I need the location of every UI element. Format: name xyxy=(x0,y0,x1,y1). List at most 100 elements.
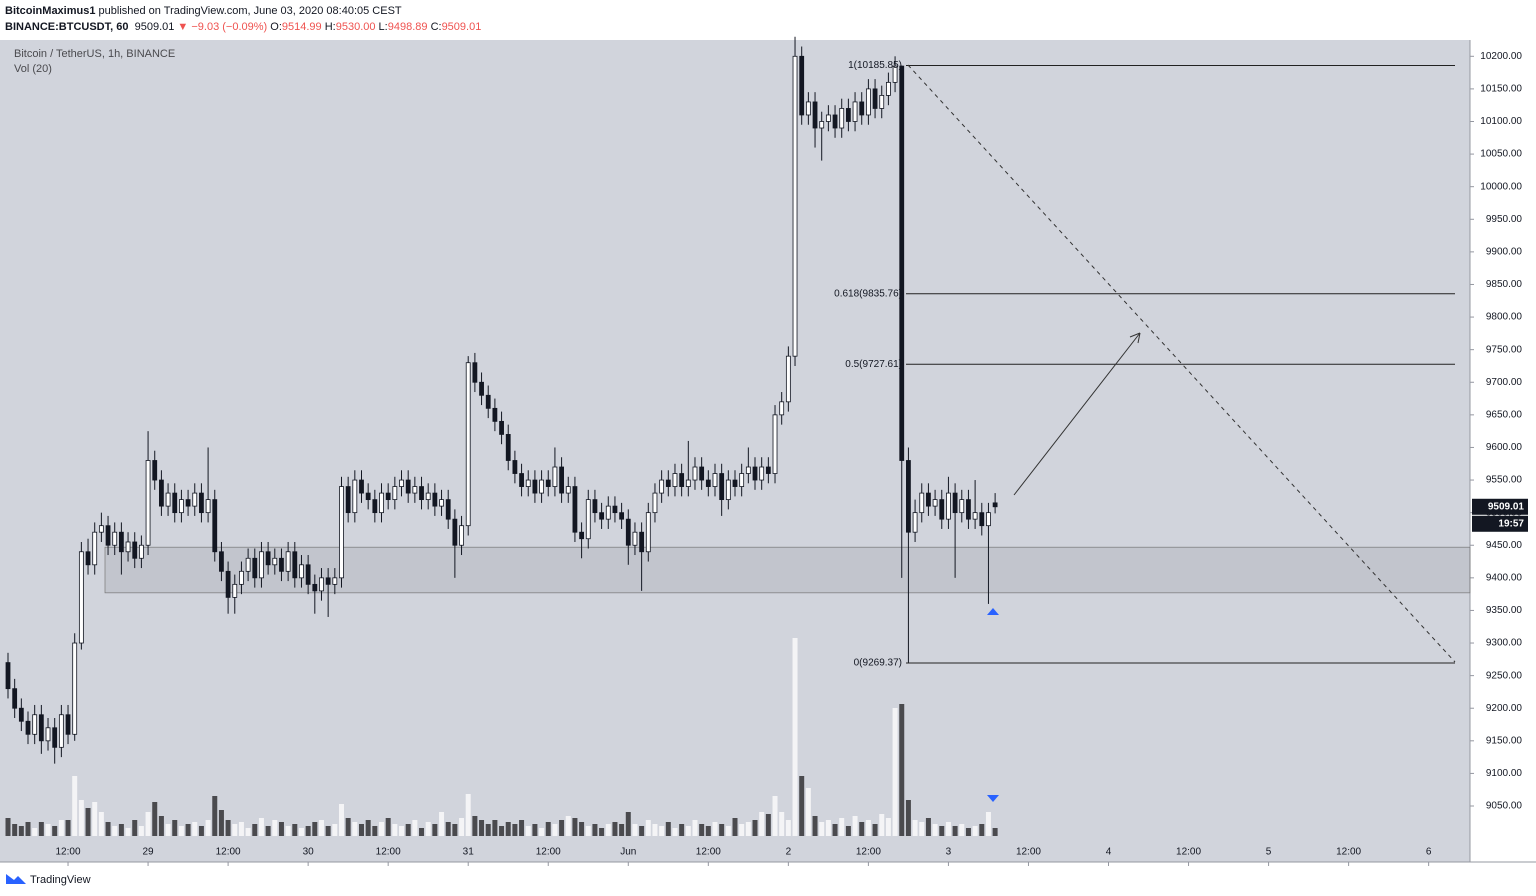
candle-body xyxy=(332,577,338,585)
candle-body xyxy=(285,551,291,572)
fib-label: 0(9269.37) xyxy=(854,658,902,669)
y-tick-label: 9250.00 xyxy=(1486,670,1523,681)
candle-body xyxy=(685,479,691,487)
candle-body xyxy=(519,473,524,487)
ohlc-label: C: xyxy=(430,21,442,33)
volume-bar xyxy=(645,820,651,836)
volume-bar xyxy=(799,776,805,836)
y-tick-label: 9800.00 xyxy=(1486,312,1523,323)
x-tick-label: 31 xyxy=(463,847,475,858)
volume-bar xyxy=(639,826,645,836)
countdown-badge xyxy=(1472,515,1528,532)
volume-bar xyxy=(779,812,785,836)
candle-body xyxy=(52,727,58,748)
volume-bar xyxy=(512,824,518,836)
candle-body xyxy=(732,479,738,487)
volume-bar xyxy=(165,824,171,836)
candle-body xyxy=(579,531,584,540)
volume-bar xyxy=(85,808,91,836)
volume-bar xyxy=(679,824,685,836)
candle-body xyxy=(145,460,151,546)
volume-bar xyxy=(979,824,985,836)
candle-body xyxy=(199,492,204,514)
volume-bar xyxy=(559,820,565,836)
candle-body xyxy=(319,577,324,592)
volume-bar xyxy=(879,814,885,836)
volume-bar xyxy=(839,818,845,836)
candle-body xyxy=(565,486,571,494)
volume-bar xyxy=(985,812,991,836)
volume-bar xyxy=(892,708,898,836)
x-tick-label: 12:00 xyxy=(856,847,881,858)
candle-body xyxy=(12,688,18,709)
zone xyxy=(104,546,1471,594)
candle-body xyxy=(739,473,745,487)
y-tick-label: 9200.00 xyxy=(1486,703,1523,714)
candle-body xyxy=(906,460,911,533)
candle-body xyxy=(972,512,978,520)
price-badge xyxy=(1472,498,1528,515)
candle-body xyxy=(339,486,344,579)
x-tick-label: 12:00 xyxy=(216,847,241,858)
candle-body xyxy=(299,564,304,579)
candle-body xyxy=(138,544,144,559)
candle-body xyxy=(872,88,878,109)
volume-bar xyxy=(472,816,478,836)
volume-bar xyxy=(739,824,745,836)
y-tick-label: 9950.00 xyxy=(1486,214,1523,225)
y-tick-label: 9700.00 xyxy=(1486,377,1523,388)
volume-bar xyxy=(265,826,271,836)
candle-body xyxy=(679,473,685,487)
candle-body xyxy=(292,551,298,579)
volume-bar xyxy=(919,822,925,836)
volume-bar xyxy=(459,818,465,836)
candle-body xyxy=(512,460,518,474)
ohlc-value: 9498.89 xyxy=(387,21,428,33)
volume-bar xyxy=(772,796,778,836)
plot-bg xyxy=(0,40,1470,862)
volume-bar xyxy=(72,776,78,836)
candle-body xyxy=(185,499,191,507)
candle-body xyxy=(672,473,678,487)
candle-body xyxy=(345,486,351,514)
candle-body xyxy=(492,407,498,422)
candle-body xyxy=(212,499,218,553)
volume-bar xyxy=(725,826,731,836)
candle-body xyxy=(38,714,44,742)
volume-bar xyxy=(192,822,198,836)
candle-body xyxy=(312,583,318,592)
candle-body xyxy=(419,486,424,501)
candle-body xyxy=(225,570,231,598)
volume-bar xyxy=(552,824,558,836)
volume-bar xyxy=(218,810,224,836)
x-tick-label: 12:00 xyxy=(376,847,401,858)
volume-bar xyxy=(32,828,38,836)
volume-bar xyxy=(692,820,698,836)
candle-body xyxy=(372,499,378,514)
candle-body xyxy=(966,499,971,520)
ohlc-value: 9514.99 xyxy=(281,21,322,33)
volume-bar xyxy=(412,820,418,836)
countdown: 19:57 xyxy=(1498,518,1524,529)
candle-body xyxy=(325,577,331,585)
y-tick-label: 9400.00 xyxy=(1486,572,1523,583)
volume-bar xyxy=(959,824,965,836)
candle-body xyxy=(699,466,705,481)
y-tick-label: 9650.00 xyxy=(1486,409,1523,420)
volume-bar xyxy=(25,822,31,836)
candle-body xyxy=(359,479,364,494)
y-tick-label: 9600.00 xyxy=(1486,442,1523,453)
fib-label: 0.618(9835.76) xyxy=(834,288,902,299)
x-tick-label: 29 xyxy=(143,847,155,858)
candle-body xyxy=(785,355,791,403)
candle-body xyxy=(219,551,224,572)
volume-bar xyxy=(659,826,665,836)
volume-bar xyxy=(432,824,438,836)
price-axis-bg xyxy=(1470,40,1536,862)
volume-bar xyxy=(245,828,251,836)
volume-bar xyxy=(859,822,865,836)
candle-body xyxy=(265,551,271,566)
candle-body xyxy=(452,518,458,546)
volume-bar xyxy=(619,824,625,836)
candle-body xyxy=(599,512,605,520)
